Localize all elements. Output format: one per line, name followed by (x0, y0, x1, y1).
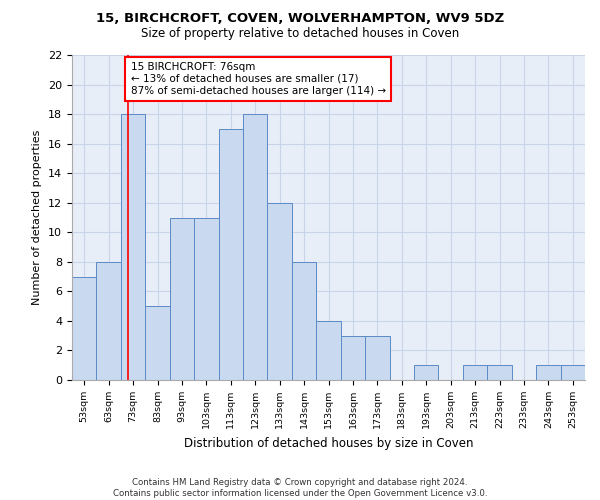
Bar (268, 202, 292, 380)
Bar (72, 276, 97, 380)
Bar (145, 306, 170, 380)
Bar (170, 218, 194, 380)
Bar (218, 129, 243, 380)
Bar (316, 321, 341, 380)
Bar (536, 365, 560, 380)
Bar (292, 262, 316, 380)
Bar (243, 114, 268, 380)
Bar (341, 336, 365, 380)
Bar (463, 365, 487, 380)
Text: 15 BIRCHCROFT: 76sqm
← 13% of detached houses are smaller (17)
87% of semi-detac: 15 BIRCHCROFT: 76sqm ← 13% of detached h… (131, 62, 386, 96)
Bar (194, 218, 218, 380)
Text: Size of property relative to detached houses in Coven: Size of property relative to detached ho… (141, 28, 459, 40)
Bar (487, 365, 512, 380)
Y-axis label: Number of detached properties: Number of detached properties (32, 130, 43, 305)
Bar (560, 365, 585, 380)
Bar (97, 262, 121, 380)
X-axis label: Distribution of detached houses by size in Coven: Distribution of detached houses by size … (184, 436, 473, 450)
Bar (414, 365, 439, 380)
Bar (121, 114, 145, 380)
Bar (365, 336, 389, 380)
Text: Contains HM Land Registry data © Crown copyright and database right 2024.
Contai: Contains HM Land Registry data © Crown c… (113, 478, 487, 498)
Text: 15, BIRCHCROFT, COVEN, WOLVERHAMPTON, WV9 5DZ: 15, BIRCHCROFT, COVEN, WOLVERHAMPTON, WV… (96, 12, 504, 26)
